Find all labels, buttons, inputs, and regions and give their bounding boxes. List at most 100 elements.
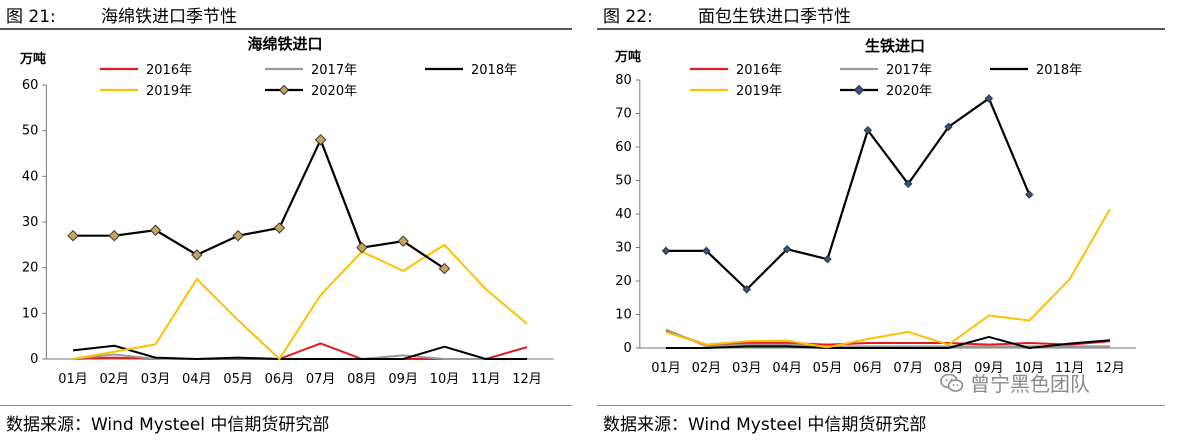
data-point-marker — [191, 249, 203, 261]
chart-title: 生铁进口 — [865, 37, 925, 55]
footer-rule — [0, 405, 572, 406]
y-tick-label: 50 — [22, 124, 39, 139]
x-tick-label: 01月 — [651, 361, 681, 376]
y-tick-label: 30 — [615, 241, 632, 256]
x-tick-label: 04月 — [182, 372, 212, 387]
figure-title: 海绵铁进口季节性 — [101, 7, 237, 27]
data-point-marker — [67, 229, 79, 242]
header-rule — [597, 28, 1165, 30]
data-point-marker — [108, 229, 120, 242]
data-point-marker — [356, 241, 368, 254]
data-point-marker — [314, 134, 327, 146]
legend-marker — [853, 84, 865, 96]
figure-21: 图 21: 海绵铁进口季节性 海绵铁进口万吨 0 10 20 30 40 50 60 01月 02月… — [0, 0, 580, 441]
x-tick-label: 01月 — [58, 372, 88, 387]
data-point-marker — [742, 285, 751, 294]
y-tick-label: 50 — [615, 174, 632, 189]
legend-label: 2019年 — [146, 84, 192, 99]
series-line-2018 — [666, 335, 1111, 349]
x-tick-label: 08月 — [347, 372, 377, 387]
x-tick-label: 03月 — [141, 372, 171, 387]
chart-title: 海绵铁进口 — [247, 35, 322, 53]
legend-label: 2018年 — [1036, 63, 1082, 78]
legend-label: 2017年 — [311, 63, 357, 78]
data-source: 数据来源：Wind Mysteel 中信期货研究部 — [6, 415, 330, 435]
series-line-2019 — [665, 208, 1111, 349]
series-line-2020 — [73, 138, 446, 270]
data-point-marker — [438, 262, 451, 275]
data-point-marker — [232, 229, 244, 242]
data-point-marker — [984, 94, 994, 103]
y-tick-label: 10 — [22, 306, 39, 321]
y-tick-label: 70 — [615, 107, 632, 122]
wechat-icon — [940, 373, 964, 392]
data-point-marker — [903, 179, 913, 189]
legend-label: 2017年 — [886, 63, 932, 78]
x-tick-label: 09月 — [974, 361, 1004, 376]
data-point-marker — [782, 244, 792, 254]
legend-marker — [278, 84, 290, 96]
figure-title: 面包生铁进口季节性 — [698, 7, 851, 27]
y-tick-label: 40 — [22, 169, 39, 184]
y-tick-label: 0 — [30, 352, 38, 367]
y-tick-label: 60 — [615, 140, 632, 155]
data-point-marker — [863, 126, 873, 135]
data-point-marker — [149, 224, 162, 236]
x-tick-label: 03月 — [732, 361, 762, 376]
data-source: 数据来源：Wind Mysteel 中信期货研究部 — [603, 415, 927, 435]
x-tick-label: 06月 — [853, 361, 883, 376]
x-tick-label: 10月 — [1014, 361, 1044, 376]
x-tick-label: 07月 — [893, 361, 923, 376]
x-tick-label: 05月 — [223, 372, 253, 387]
y-tick-label: 30 — [22, 215, 39, 230]
y-tick-label: 60 — [22, 78, 39, 93]
data-point-marker — [702, 246, 711, 256]
x-tick-label: 11月 — [1055, 361, 1085, 376]
legend-label: 2019年 — [736, 84, 782, 99]
y-tick-label: 80 — [615, 73, 632, 88]
x-tick-label: 02月 — [692, 361, 722, 376]
x-tick-label: 12月 — [1095, 361, 1125, 376]
figure-number: 图 21: — [6, 7, 56, 27]
legend-label: 2020年 — [311, 84, 357, 99]
y-tick-label: 20 — [22, 261, 39, 276]
legend-label: 2016年 — [146, 63, 192, 78]
y-axis-unit: 万吨 — [19, 51, 46, 67]
header-rule — [0, 28, 572, 30]
y-axis-unit: 万吨 — [614, 49, 641, 65]
watermark-text: 曾宁黑色团队 — [970, 372, 1090, 396]
data-point-marker — [661, 246, 671, 256]
data-point-marker — [273, 222, 286, 234]
y-tick-label: 40 — [615, 207, 632, 222]
figure-header: 图 21: 海绵铁进口季节性 — [6, 2, 237, 27]
legend-label: 2016年 — [736, 63, 782, 78]
x-tick-label: 12月 — [512, 372, 542, 387]
data-point-marker — [1025, 190, 1034, 199]
figure-header: 图 22: 面包生铁进口季节性 — [603, 2, 851, 27]
x-tick-label: 11月 — [471, 372, 501, 387]
y-tick-label: 0 — [624, 341, 632, 356]
y-tick-label: 20 — [615, 274, 632, 289]
data-point-marker — [823, 255, 832, 264]
y-tick-label: 10 — [615, 308, 632, 323]
legend-label: 2020年 — [886, 84, 932, 99]
series-line-2019 — [72, 243, 528, 360]
x-tick-label: 06月 — [265, 372, 295, 387]
x-tick-label: 02月 — [99, 372, 129, 387]
x-tick-label: 09月 — [388, 372, 418, 387]
x-tick-label: 07月 — [306, 372, 336, 387]
x-tick-label: 08月 — [934, 361, 964, 376]
figure-22: 图 22: 面包生铁进口季节性 生铁进口万吨 0 10 20 30 40 50 60 70 80 01… — [597, 0, 1177, 441]
data-point-marker — [944, 122, 953, 132]
series-line-2016 — [665, 330, 1111, 346]
series-line-2018 — [72, 344, 527, 360]
series-line-2020 — [666, 97, 1031, 291]
legend-label: 2018年 — [471, 63, 517, 78]
footer-rule — [597, 405, 1165, 406]
figure-number: 图 22: — [603, 7, 653, 27]
data-point-marker — [397, 235, 409, 247]
watermark: 曾宁黑色团队 — [940, 368, 1090, 397]
x-tick-label: 05月 — [813, 361, 843, 376]
